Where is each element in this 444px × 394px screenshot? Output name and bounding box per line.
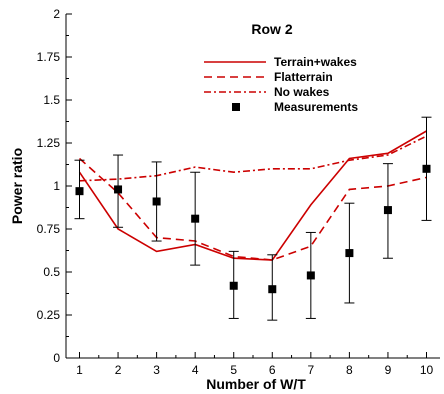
y-tick-label: 0.25 (37, 308, 61, 322)
x-tick-label: 2 (115, 363, 122, 377)
x-tick-label: 3 (153, 363, 160, 377)
x-tick-label: 1 (76, 363, 83, 377)
measurement-point (75, 187, 84, 196)
measurement-point (345, 249, 354, 258)
x-axis-title: Number of W/T (206, 376, 306, 392)
x-tick-label: 4 (192, 363, 199, 377)
y-axis-title: Power ratio (9, 148, 25, 224)
y-tick-label: 1.5 (43, 93, 60, 107)
series-line-no-wakes (79, 135, 427, 182)
measurement-point (306, 271, 315, 280)
measurement-point (422, 164, 431, 173)
legend-label-flatterrain: Flatterrain (274, 70, 333, 84)
x-tick-label: 10 (420, 363, 434, 377)
measurement-point (152, 197, 161, 206)
legend-label-no-wakes: No wakes (274, 85, 330, 99)
legend-swatch-measurements (232, 103, 240, 111)
measurement-point (191, 214, 200, 223)
legend-label-measurements: Measurements (274, 100, 358, 114)
series-layer (78, 130, 427, 261)
measurement-markers (75, 164, 431, 294)
y-tick-label: 0 (53, 351, 60, 365)
measurement-point (229, 281, 238, 290)
measurement-point (268, 285, 277, 294)
x-tick-label: 7 (307, 363, 314, 377)
plot-area: 0 0.25 0.5 0.75 1 1.25 1.5 1.75 2 1 2 3 4 5 6 7 8 9 10 (37, 7, 440, 377)
x-tick-label: 6 (269, 363, 276, 377)
x-axis-ticks: 1 2 3 4 5 6 7 8 9 10 (76, 352, 433, 377)
legend-label-terrain-wakes: Terrain+wakes (274, 55, 357, 69)
y-tick-label: 1.25 (37, 136, 61, 150)
y-tick-label: 2 (53, 7, 60, 21)
x-tick-label: 9 (385, 363, 392, 377)
series-line-flatterrain (78, 157, 427, 261)
x-tick-label: 8 (346, 363, 353, 377)
measurement-point (114, 185, 123, 194)
y-tick-label: 0.5 (43, 265, 60, 279)
y-tick-label: 1.75 (37, 50, 61, 64)
measurement-point (383, 206, 392, 215)
series-line-terrain-wakes (78, 130, 427, 261)
y-tick-label: 1 (53, 179, 60, 193)
chart-title: Row 2 (251, 21, 292, 37)
x-tick-label: 5 (230, 363, 237, 377)
y-axis-ticks: 0 0.25 0.5 0.75 1 1.25 1.5 1.75 2 (37, 7, 72, 365)
y-tick-label: 0.75 (37, 222, 61, 236)
error-bars (74, 116, 432, 321)
